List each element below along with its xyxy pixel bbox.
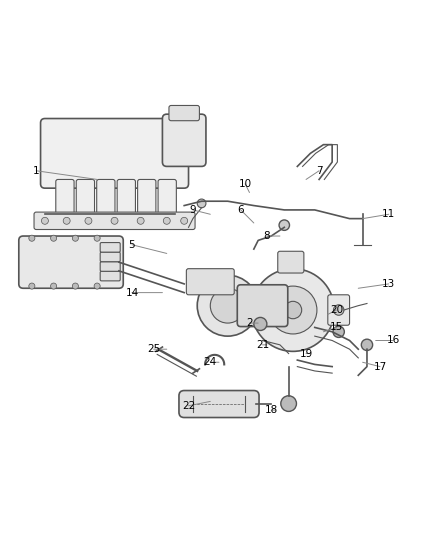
FancyBboxPatch shape xyxy=(169,106,199,120)
Text: 22: 22 xyxy=(182,401,195,411)
FancyBboxPatch shape xyxy=(186,269,234,295)
FancyBboxPatch shape xyxy=(162,114,206,166)
Circle shape xyxy=(252,269,334,351)
FancyBboxPatch shape xyxy=(56,180,74,216)
Circle shape xyxy=(137,217,144,224)
Circle shape xyxy=(284,301,302,319)
Text: 25: 25 xyxy=(147,344,160,354)
FancyBboxPatch shape xyxy=(19,236,123,288)
FancyBboxPatch shape xyxy=(41,118,188,188)
Text: 5: 5 xyxy=(129,240,135,250)
Circle shape xyxy=(163,217,170,224)
Text: 7: 7 xyxy=(316,166,322,176)
FancyBboxPatch shape xyxy=(179,391,259,417)
Circle shape xyxy=(94,283,100,289)
Text: 2: 2 xyxy=(246,318,253,328)
FancyBboxPatch shape xyxy=(237,285,288,327)
FancyBboxPatch shape xyxy=(34,212,195,230)
Text: 13: 13 xyxy=(382,279,396,289)
Text: 18: 18 xyxy=(265,405,278,415)
FancyBboxPatch shape xyxy=(100,262,120,271)
Circle shape xyxy=(72,283,78,289)
Circle shape xyxy=(333,326,344,337)
Circle shape xyxy=(197,199,206,208)
FancyBboxPatch shape xyxy=(100,271,120,281)
FancyBboxPatch shape xyxy=(138,180,156,216)
FancyBboxPatch shape xyxy=(328,295,350,325)
Circle shape xyxy=(181,217,187,224)
FancyBboxPatch shape xyxy=(100,252,120,262)
Text: 15: 15 xyxy=(330,322,343,333)
Circle shape xyxy=(333,305,344,315)
Text: 16: 16 xyxy=(386,335,400,345)
Circle shape xyxy=(50,283,57,289)
Text: 17: 17 xyxy=(374,361,387,372)
Text: 11: 11 xyxy=(382,209,396,219)
Circle shape xyxy=(361,339,373,351)
Circle shape xyxy=(254,318,267,330)
Circle shape xyxy=(29,235,35,241)
Text: 19: 19 xyxy=(300,349,313,359)
Circle shape xyxy=(279,220,290,230)
FancyBboxPatch shape xyxy=(76,180,95,216)
Text: 24: 24 xyxy=(204,357,217,367)
Text: 10: 10 xyxy=(239,179,252,189)
Text: 14: 14 xyxy=(125,288,138,297)
Circle shape xyxy=(210,288,245,323)
Circle shape xyxy=(72,235,78,241)
Text: 8: 8 xyxy=(264,231,270,241)
FancyBboxPatch shape xyxy=(100,243,120,252)
Circle shape xyxy=(50,235,57,241)
Circle shape xyxy=(111,217,118,224)
Text: 21: 21 xyxy=(256,340,269,350)
FancyBboxPatch shape xyxy=(278,251,304,273)
Circle shape xyxy=(281,396,297,411)
Text: 1: 1 xyxy=(33,166,39,176)
Circle shape xyxy=(269,286,317,334)
Text: 6: 6 xyxy=(237,205,244,215)
Text: 20: 20 xyxy=(330,305,343,315)
Circle shape xyxy=(85,217,92,224)
FancyBboxPatch shape xyxy=(117,180,135,216)
Circle shape xyxy=(94,235,100,241)
Circle shape xyxy=(29,283,35,289)
Circle shape xyxy=(42,217,48,224)
FancyBboxPatch shape xyxy=(97,180,115,216)
FancyBboxPatch shape xyxy=(158,180,177,216)
Circle shape xyxy=(197,275,258,336)
Text: 9: 9 xyxy=(190,205,196,215)
Circle shape xyxy=(63,217,70,224)
